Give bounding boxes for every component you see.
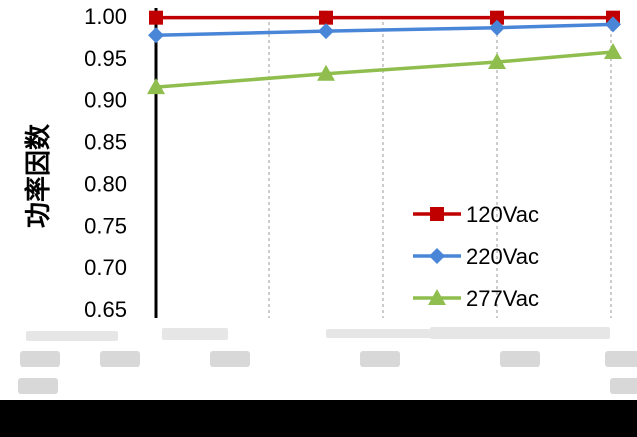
- data-point: [488, 53, 506, 70]
- series-line: [155, 50, 614, 89]
- y-tick-label: 0.70: [84, 255, 127, 280]
- data-point: [319, 10, 333, 25]
- data-point: [604, 42, 622, 59]
- y-tick-labels: 1.00 0.95 0.90 0.85 0.80 0.75 0.70 0.65: [84, 4, 127, 322]
- faded-text-block: [162, 328, 228, 340]
- faded-text-block: [605, 351, 637, 367]
- y-tick-label: 1.00: [84, 4, 127, 29]
- y-tick-label: 0.75: [84, 213, 127, 238]
- faded-text-block: [610, 378, 637, 394]
- grid-lines: [268, 16, 612, 330]
- y-tick-label: 0.65: [84, 297, 127, 322]
- data-point: [490, 10, 504, 25]
- y-tick-label: 0.90: [84, 88, 127, 113]
- bottom-black-band: [0, 400, 637, 437]
- legend: 120Vac 220Vac 277Vac: [413, 202, 539, 311]
- washed-out-axis-region: [0, 318, 637, 402]
- data-point: [489, 19, 505, 36]
- series-group: [147, 10, 622, 95]
- y-tick-label: 0.80: [84, 171, 127, 196]
- data-point: [317, 64, 335, 81]
- faded-text-block: [20, 351, 60, 367]
- legend-marker: [430, 207, 444, 221]
- series-line: [155, 22, 614, 38]
- data-point: [148, 27, 164, 44]
- data-point: [318, 23, 334, 40]
- data-point: [149, 10, 163, 25]
- y-axis-label: 功率因数: [23, 123, 54, 228]
- faded-text-block: [326, 329, 434, 338]
- legend-label: 220Vac: [466, 244, 539, 269]
- faded-text-block: [100, 351, 140, 367]
- legend-marker: [429, 248, 445, 264]
- data-point: [605, 16, 621, 33]
- faded-text-block: [18, 378, 58, 394]
- legend-marker: [428, 289, 446, 305]
- legend-label: 277Vac: [466, 286, 539, 311]
- faded-text-block: [26, 331, 118, 341]
- faded-text-block: [500, 351, 540, 367]
- y-tick-label: 0.95: [84, 46, 127, 71]
- legend-label: 120Vac: [466, 202, 539, 227]
- faded-text-block: [360, 351, 400, 367]
- data-point: [147, 78, 165, 95]
- faded-text-block: [430, 327, 610, 339]
- faded-text-block: [210, 351, 250, 367]
- y-tick-label: 0.85: [84, 130, 127, 155]
